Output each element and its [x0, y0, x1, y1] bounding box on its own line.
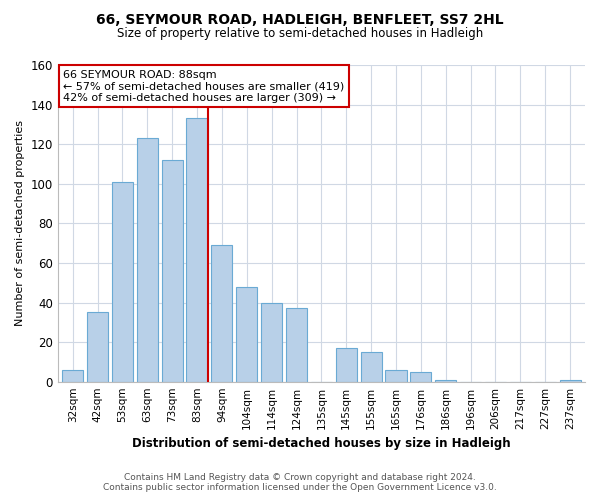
- Bar: [410, 372, 431, 382]
- Bar: [112, 182, 133, 382]
- Text: Contains HM Land Registry data © Crown copyright and database right 2024.
Contai: Contains HM Land Registry data © Crown c…: [103, 473, 497, 492]
- Bar: [236, 286, 257, 382]
- Bar: [187, 118, 208, 382]
- Bar: [137, 138, 158, 382]
- Bar: [286, 308, 307, 382]
- Bar: [560, 380, 581, 382]
- Bar: [435, 380, 457, 382]
- Text: 66, SEYMOUR ROAD, HADLEIGH, BENFLEET, SS7 2HL: 66, SEYMOUR ROAD, HADLEIGH, BENFLEET, SS…: [96, 12, 504, 26]
- Bar: [361, 352, 382, 382]
- Y-axis label: Number of semi-detached properties: Number of semi-detached properties: [15, 120, 25, 326]
- Bar: [87, 312, 108, 382]
- Text: Size of property relative to semi-detached houses in Hadleigh: Size of property relative to semi-detach…: [117, 28, 483, 40]
- Text: 66 SEYMOUR ROAD: 88sqm
← 57% of semi-detached houses are smaller (419)
42% of se: 66 SEYMOUR ROAD: 88sqm ← 57% of semi-det…: [63, 70, 344, 103]
- X-axis label: Distribution of semi-detached houses by size in Hadleigh: Distribution of semi-detached houses by …: [132, 437, 511, 450]
- Bar: [335, 348, 357, 382]
- Bar: [161, 160, 183, 382]
- Bar: [261, 302, 282, 382]
- Bar: [211, 245, 232, 382]
- Bar: [62, 370, 83, 382]
- Bar: [385, 370, 407, 382]
